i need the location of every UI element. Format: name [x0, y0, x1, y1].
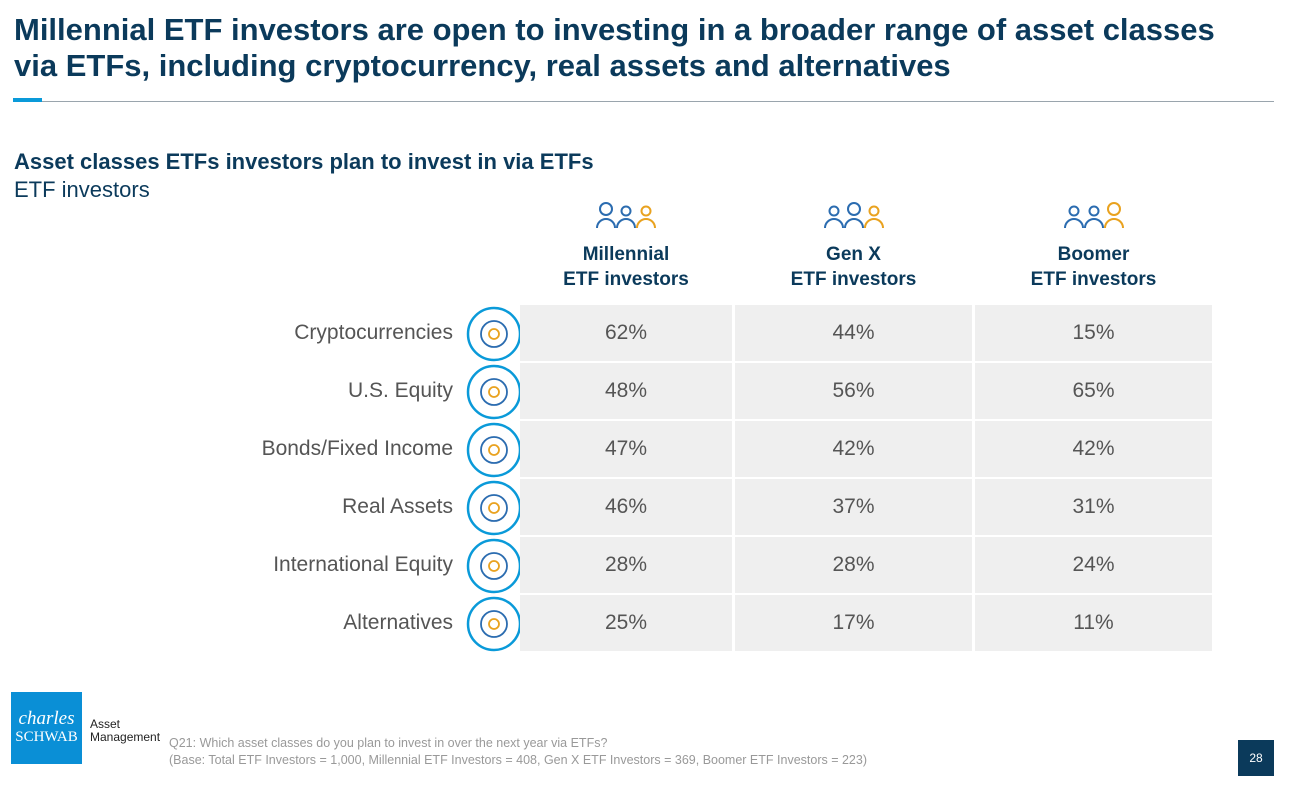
table-cell: 44%: [735, 305, 972, 361]
row-icon: [466, 596, 522, 652]
page-number: 28: [1238, 740, 1274, 776]
table-cell: 17%: [735, 595, 972, 651]
column-header: ETF investors: [790, 269, 917, 290]
row-label: Alternatives: [343, 611, 453, 634]
row-icon: [466, 364, 522, 420]
section-subtitle: ETF investors: [14, 177, 150, 202]
logo-division: Management: [90, 730, 161, 744]
footnote: (Base: Total ETF Investors = 1,000, Mill…: [169, 753, 867, 767]
table-cell: 28%: [520, 537, 732, 593]
table-cell: 15%: [975, 305, 1212, 361]
accent-bar: [13, 98, 42, 102]
logo-brand: charles: [18, 708, 75, 729]
slide-title: Millennial ETF investors are open to inv…: [14, 12, 1215, 83]
footnote: Q21: Which asset classes do you plan to …: [169, 736, 608, 750]
table-cell: 65%: [975, 363, 1212, 419]
table-cell: 11%: [975, 595, 1212, 651]
logo-division: Asset: [90, 717, 121, 731]
table-cell: 37%: [735, 479, 972, 535]
table-cell: 28%: [735, 537, 972, 593]
title-rule: [42, 101, 1274, 102]
table-cell: 24%: [975, 537, 1212, 593]
column-header: ETF investors: [1030, 269, 1157, 290]
group-icon: [1063, 202, 1124, 229]
row-icon: [466, 422, 522, 478]
row-icon: [466, 306, 522, 362]
group-icon: [823, 202, 884, 229]
row-label: International Equity: [273, 553, 453, 576]
column-header: Gen X: [826, 244, 881, 265]
section-title: Asset classes ETFs investors plan to inv…: [14, 149, 594, 174]
table-cell: 31%: [975, 479, 1212, 535]
row-label: Cryptocurrencies: [294, 321, 453, 344]
logo: charles SCHWAB: [11, 692, 82, 764]
group-icon: [596, 202, 656, 229]
row-icon: [466, 538, 522, 594]
column-header: Millennial: [582, 244, 670, 265]
row-label: Real Assets: [342, 495, 453, 518]
table-cell: 62%: [520, 305, 732, 361]
table-cell: 46%: [520, 479, 732, 535]
logo-brand: SCHWAB: [15, 729, 78, 745]
table-cell: 56%: [735, 363, 972, 419]
row-label: U.S. Equity: [347, 379, 453, 402]
row-icon: [466, 480, 522, 536]
table-cell: 48%: [520, 363, 732, 419]
table-cell: 25%: [520, 595, 732, 651]
row-label: Bonds/Fixed Income: [261, 437, 453, 460]
column-header: ETF investors: [563, 269, 689, 290]
table-cell: 42%: [975, 421, 1212, 477]
column-header: Boomer: [1057, 244, 1130, 265]
table-cell: 42%: [735, 421, 972, 477]
table-cell: 47%: [520, 421, 732, 477]
